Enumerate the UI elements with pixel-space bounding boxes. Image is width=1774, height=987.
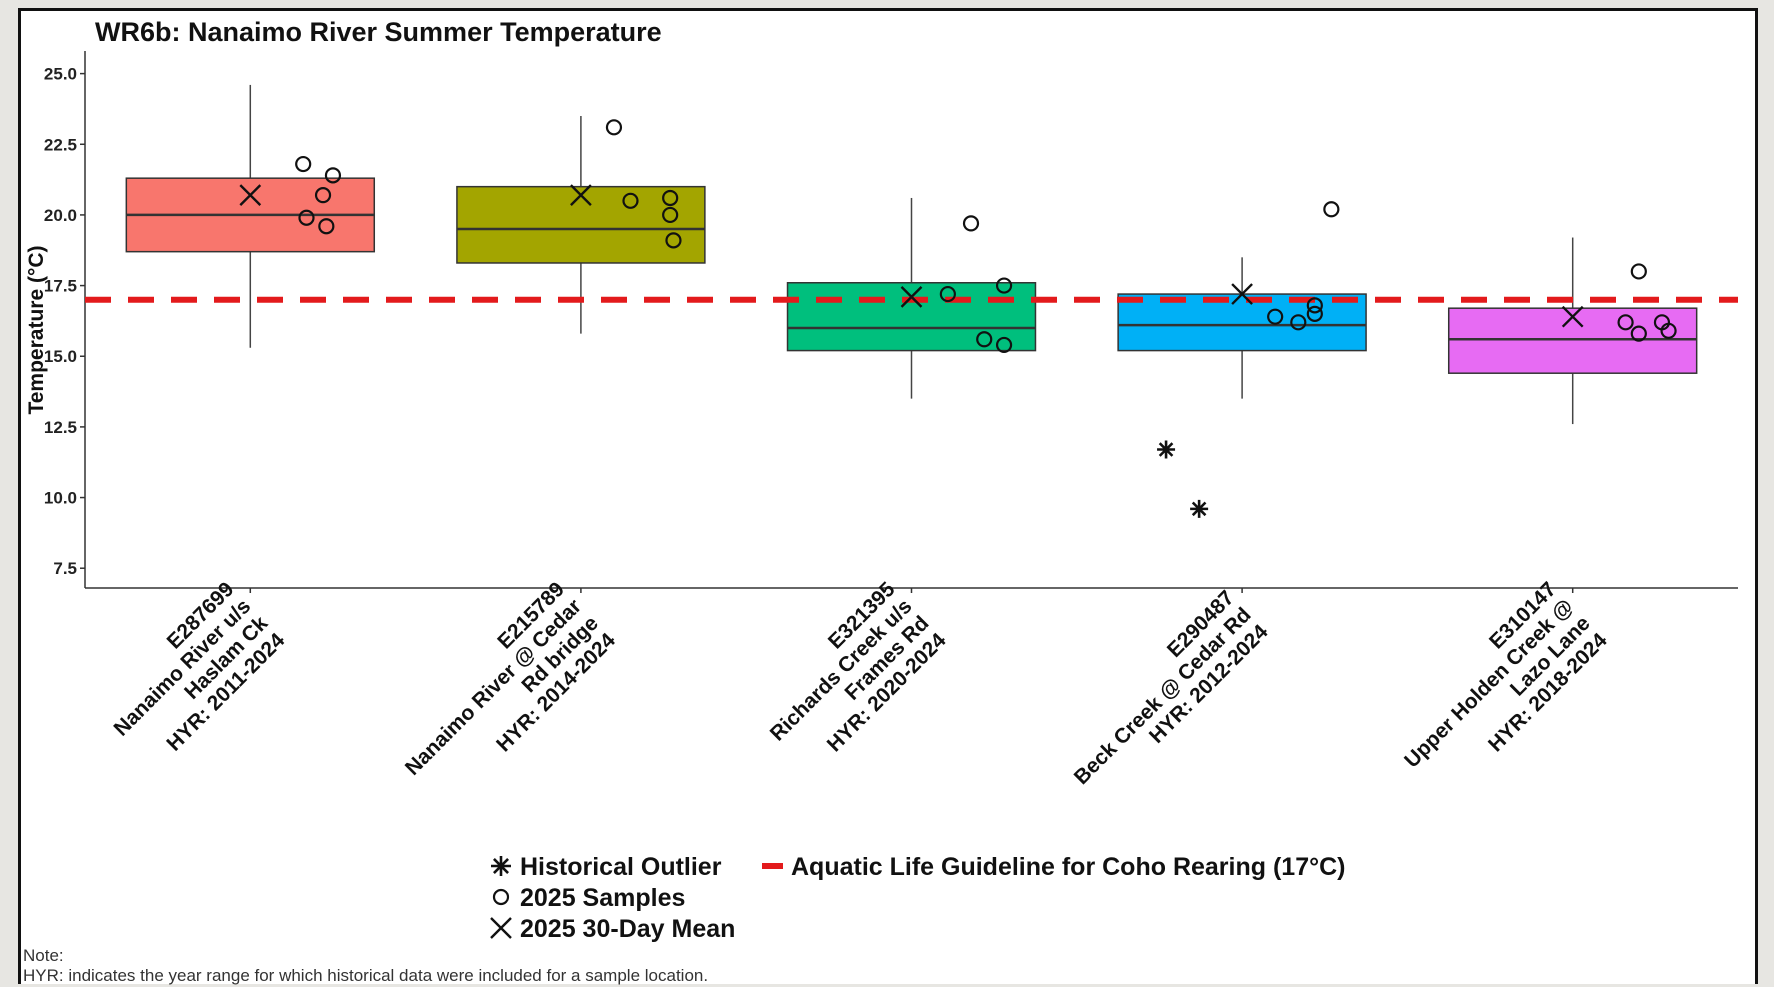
mean-2025-marker <box>570 184 592 206</box>
sample-2025-point <box>324 167 342 184</box>
y-tick-label: 22.5 <box>44 135 77 154</box>
chart-title: WR6b: Nanaimo River Summer Temperature <box>95 17 662 47</box>
sample-2025-point <box>1630 325 1647 342</box>
y-tick-label: 7.5 <box>53 559 77 578</box>
historical-outlier-point <box>1190 499 1209 518</box>
sample-2025-point <box>995 277 1013 294</box>
sample-2025-point <box>939 285 956 303</box>
sample-2025-point <box>662 189 679 207</box>
sample-2025-point <box>1306 297 1323 314</box>
box-plot-chart: WR6b: Nanaimo River Summer Temperature 7… <box>23 17 1738 985</box>
mean-2025-marker <box>900 286 923 308</box>
box <box>456 185 706 264</box>
plot-area: 7.5 10.0 12.5 15.0 17.5 20.0 22.5 25.0 E287699Na… <box>44 51 1738 814</box>
y-axis-label: Temperature (°C) <box>25 245 48 414</box>
x-tick-label: E310147Upper Holden Creek @Lazo LaneHYR:… <box>1383 578 1612 807</box>
sample-2025-point <box>1323 201 1340 218</box>
historical-outlier-point <box>1157 440 1176 459</box>
x-tick-label-line: Beck Creek @ Cedar Rd <box>1070 603 1256 789</box>
x-tick-label: E290487Beck Creek @ Cedar RdHYR: 2012-20… <box>1053 586 1273 806</box>
sample-2025-point <box>318 218 335 235</box>
sample-2025-point <box>298 209 315 226</box>
sample-2025-point <box>1267 308 1284 325</box>
sample-2025-point <box>662 206 679 224</box>
mean-2025-marker <box>1231 283 1253 305</box>
x-tick-label: E215789Nanaimo River @ CedarRd bridgeHYR… <box>384 578 620 814</box>
y-tick-label: 12.5 <box>44 418 77 437</box>
sample-2025-point <box>976 331 993 348</box>
legend: Historical Outlier 2025 Samples 2025 30-Da… <box>490 853 1345 943</box>
note-label: Note: <box>23 946 64 965</box>
y-tick-label: 15.0 <box>44 347 77 366</box>
x-tick-label: E321395Richards Creek u/sFrames RdHYR: 2… <box>749 578 951 780</box>
sample-2025-point <box>1306 305 1323 322</box>
sample-2025-point <box>995 336 1013 354</box>
sample-2025-point <box>1630 263 1647 280</box>
note-text: HYR: indicates the year range for which … <box>23 966 708 985</box>
box <box>1117 293 1367 352</box>
legend-guideline-label: Aquatic Life Guideline for Coho Rearing … <box>791 853 1345 881</box>
y-tick-label: 17.5 <box>44 277 77 296</box>
sample-2025-point <box>1617 314 1634 331</box>
sample-2025-point <box>962 215 980 232</box>
mean-2025-marker <box>239 184 262 206</box>
legend-mean-label: 2025 30-Day Mean <box>520 915 735 943</box>
legend-outlier-label: Historical Outlier <box>520 853 722 881</box>
mean-2025-marker <box>1561 305 1584 328</box>
sample-2025-point <box>622 192 639 209</box>
sample-2025-point <box>665 232 682 249</box>
sample-2025-point <box>314 187 332 204</box>
legend-samples-symbol <box>492 888 510 906</box>
y-tick-label: 25.0 <box>44 65 77 84</box>
sample-2025-point <box>295 155 312 173</box>
legend-samples-label: 2025 Samples <box>520 884 685 912</box>
y-tick-label: 20.0 <box>44 206 77 225</box>
sample-2025-point <box>1660 322 1677 339</box>
y-tick-label: 10.0 <box>44 489 77 508</box>
box <box>786 282 1037 352</box>
legend-mean-symbol <box>490 917 512 939</box>
sample-2025-point <box>605 119 623 136</box>
x-tick-label: E287699Nanaimo River u/sHaslam CkHYR: 20… <box>93 578 290 775</box>
sample-2025-point <box>1290 314 1307 331</box>
legend-outlier-symbol <box>491 856 511 876</box>
chart-frame: WR6b: Nanaimo River Summer Temperature 7… <box>18 8 1758 985</box>
